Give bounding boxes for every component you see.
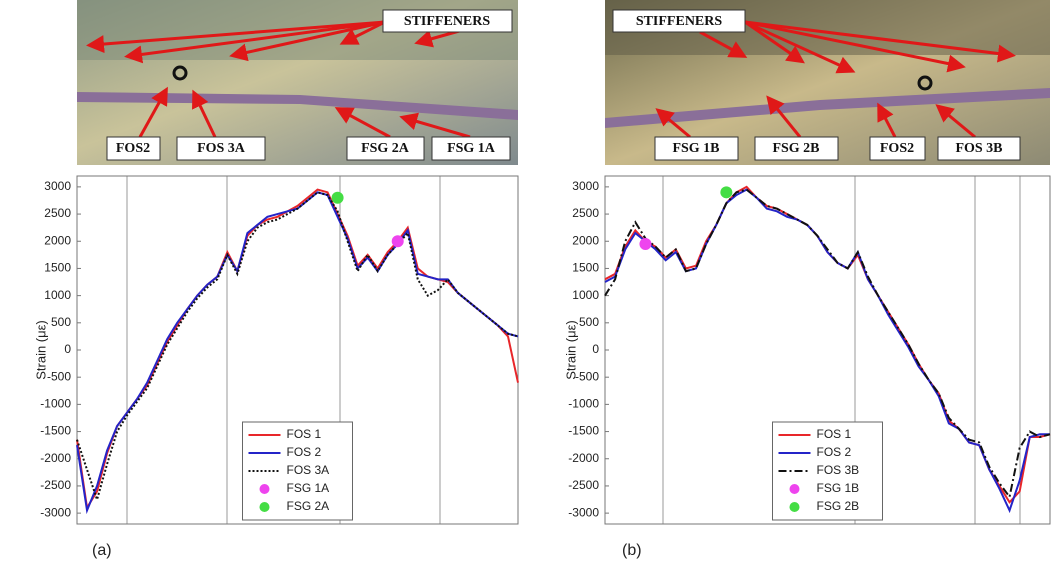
legend-label: FOS 2 <box>817 445 852 459</box>
legend-label: FSG 2B <box>817 499 860 513</box>
legend-label: FOS 1 <box>287 427 322 441</box>
y-tick-label: 2000 <box>572 233 599 247</box>
y-tick-label: -1000 <box>568 397 599 411</box>
y-tick-label: -2000 <box>40 451 71 465</box>
y-tick-label: -1500 <box>568 424 599 438</box>
photo-label: FSG 1A <box>447 141 496 156</box>
panel-label: (a) <box>92 542 112 559</box>
y-tick-label: -500 <box>575 369 599 383</box>
y-tick-label: -3000 <box>40 505 71 519</box>
y-tick-label: 1000 <box>572 288 599 302</box>
legend-marker <box>259 484 270 494</box>
marker <box>639 237 652 250</box>
photo-label: STIFFENERS <box>404 14 491 29</box>
y-tick-label: 3000 <box>44 179 71 193</box>
y-tick-label: -2500 <box>40 478 71 492</box>
y-tick-label: 3000 <box>572 179 599 193</box>
legend-marker <box>789 484 800 494</box>
legend-label: FOS 1 <box>817 427 852 441</box>
y-tick-label: 500 <box>51 315 71 329</box>
legend-marker <box>259 502 270 512</box>
y-tick-label: -1000 <box>40 397 71 411</box>
photo-label: STIFFENERS <box>636 14 723 29</box>
photo-label: FSG 2B <box>772 141 819 156</box>
series-line <box>76 191 519 503</box>
y-axis-label: Strain (με) <box>33 320 48 380</box>
legend-label: FOS 3B <box>817 463 860 477</box>
panel-label: (b) <box>622 542 642 559</box>
y-tick-label: 1500 <box>572 261 599 275</box>
legend-label: FSG 2A <box>287 499 330 513</box>
legend-marker <box>789 502 800 512</box>
series-line <box>604 188 1051 500</box>
marker <box>331 191 344 204</box>
legend-label: FSG 1A <box>287 481 330 495</box>
marker <box>391 235 404 248</box>
legend-label: FOS 2 <box>287 445 322 459</box>
y-tick-label: -500 <box>47 369 71 383</box>
legend-label: FOS 3A <box>287 463 330 477</box>
y-tick-label: 0 <box>592 342 599 356</box>
photo-a: STIFFENERS FOS2 FOS 3A FSG 2A FSG 1A <box>77 0 518 165</box>
photo-label: FOS 3B <box>955 141 1002 156</box>
y-tick-label: -1500 <box>40 424 71 438</box>
legend-label: FSG 1B <box>817 481 860 495</box>
photo-label: FOS2 <box>880 141 914 156</box>
y-axis-label: Strain (με) <box>563 320 578 380</box>
y-tick-label: -3000 <box>568 505 599 519</box>
photo-label: FOS2 <box>116 141 150 156</box>
photo-b: STIFFENERS FSG 1B FSG 2B FOS2 FOS 3B <box>605 0 1050 165</box>
y-tick-label: -2500 <box>568 478 599 492</box>
y-tick-label: 1000 <box>44 288 71 302</box>
photo-label: FSG 1B <box>672 141 719 156</box>
y-tick-label: 0 <box>64 342 71 356</box>
series-line <box>76 188 519 511</box>
y-tick-label: 500 <box>579 315 599 329</box>
photo-label: FSG 2A <box>361 141 410 156</box>
y-tick-label: 1500 <box>44 261 71 275</box>
y-tick-label: 2000 <box>44 233 71 247</box>
y-tick-label: 2500 <box>44 206 71 220</box>
photo-label: FOS 3A <box>197 141 246 156</box>
y-tick-label: 2500 <box>572 206 599 220</box>
y-tick-label: -2000 <box>568 451 599 465</box>
marker <box>720 186 733 199</box>
